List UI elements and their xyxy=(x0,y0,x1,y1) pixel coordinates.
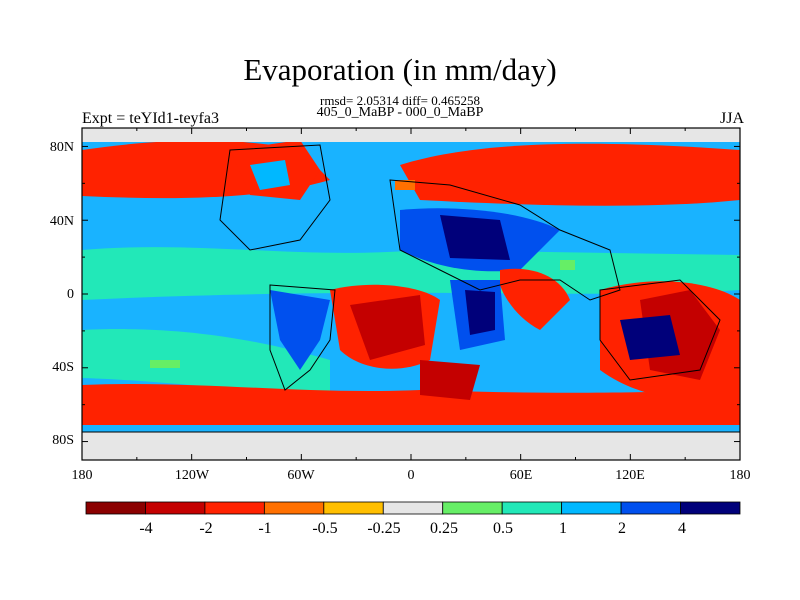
colorbar-label: -1 xyxy=(258,520,272,537)
colorbar-label: -0.25 xyxy=(367,520,401,537)
lat-tick-label: 0 xyxy=(67,287,74,302)
australia-navy xyxy=(620,315,680,360)
colorbar-swatch xyxy=(204,501,265,515)
arctic-band xyxy=(82,128,740,142)
lon-tick-label: 60W xyxy=(287,468,315,483)
map-subtitle: 405_0_MaBP - 000_0_MaBP xyxy=(316,105,484,120)
colorbar-swatch xyxy=(323,501,384,515)
southern-ocean-red xyxy=(82,383,740,425)
southern-dark-red xyxy=(420,360,480,400)
colorbar-label: 2 xyxy=(618,520,626,537)
colorbar-swatch xyxy=(382,501,444,515)
colorbar-swatch xyxy=(501,501,563,515)
stats-line: rmsd= 2.05314 diff= 0.465258 xyxy=(320,93,480,108)
southern-band xyxy=(82,329,330,400)
experiment-label: Expt = teYId1-teyfa3 xyxy=(82,110,219,127)
lat-tick-label: 80N xyxy=(49,140,74,155)
lat-tick-label: 80S xyxy=(52,433,74,448)
eurasia-navy xyxy=(440,215,510,260)
map-title: Evaporation (in mm/day) xyxy=(243,52,557,87)
tropical-band xyxy=(82,247,740,300)
green-patch xyxy=(560,260,575,270)
colorbar-label: -0.5 xyxy=(312,520,338,537)
colorbar-swatch xyxy=(620,501,681,515)
north-america-blue-patch xyxy=(250,160,290,190)
colorbar-swatch xyxy=(263,501,325,515)
colorbar-label: 4 xyxy=(678,520,686,537)
colorbar-swatch xyxy=(680,501,741,515)
colorbar-swatch xyxy=(145,501,206,515)
colorbar-label: 0.25 xyxy=(430,520,458,537)
lon-tick-label: 120W xyxy=(174,468,210,483)
australia-dark-red xyxy=(640,290,720,380)
lon-tick-label: 120E xyxy=(615,468,645,483)
east-red-patch xyxy=(500,268,570,330)
orange-patch xyxy=(395,180,415,190)
axis-ticks xyxy=(81,128,741,460)
colorbar-label: -4 xyxy=(139,520,153,537)
colorbar-label: -2 xyxy=(199,520,213,537)
continent-outlines xyxy=(82,144,740,433)
lat-tick-label: 40S xyxy=(52,360,74,375)
north-asia-red xyxy=(400,143,740,206)
south-central-dark-red xyxy=(350,295,425,360)
colorbar-swatch xyxy=(442,501,503,515)
lon-tick-label: 180 xyxy=(71,468,93,483)
map-field xyxy=(82,128,740,460)
colorbar-swatch xyxy=(85,501,146,515)
green-patch-south xyxy=(150,360,180,368)
south-america-blue xyxy=(270,290,330,370)
lon-tick-label: 180 xyxy=(729,468,751,483)
lon-tick-label: 60E xyxy=(509,468,533,483)
colorbar xyxy=(85,501,741,515)
southern-navy-block xyxy=(465,290,495,335)
colorbar-label: 1 xyxy=(559,520,567,537)
season-label: JJA xyxy=(719,110,744,127)
lon-tick-label: 0 xyxy=(407,468,415,483)
lat-tick-label: 40N xyxy=(49,214,74,229)
colorbar-label: 0.5 xyxy=(493,520,513,537)
colorbar-swatch xyxy=(561,501,622,515)
